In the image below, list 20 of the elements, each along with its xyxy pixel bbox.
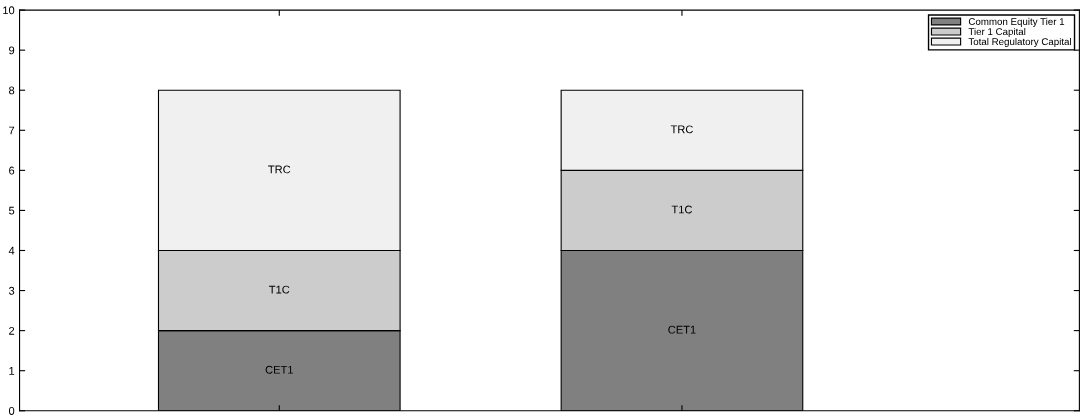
data-label: TRC <box>670 125 693 134</box>
legend-label: Tier 1 Capital <box>968 27 1026 37</box>
y-tick-label: 8 <box>9 86 15 95</box>
data-label: CET1 <box>668 325 696 334</box>
y-tick-label: 9 <box>9 46 15 55</box>
y-tick-label: 6 <box>9 166 15 175</box>
y-tick-label: 0 <box>8 407 15 415</box>
data-label: CET1 <box>265 365 293 374</box>
y-tick-label: 3 <box>8 286 15 295</box>
data-label: T1C <box>671 205 693 214</box>
y-tick-label: 4 <box>8 246 15 255</box>
y-tick-label: 10 <box>3 6 15 15</box>
data-label: T1C <box>269 285 290 294</box>
y-tick-label: 7 <box>9 126 15 135</box>
legend-label: Common Equity Tier 1 <box>968 17 1065 27</box>
y-tick-label: 1 <box>9 367 15 375</box>
legend-label: Total Regulatory Capital <box>968 37 1071 47</box>
data-label: TRC <box>268 165 291 174</box>
y-tick-label: 2 <box>9 326 15 335</box>
y-tick-label: 5 <box>8 206 15 215</box>
